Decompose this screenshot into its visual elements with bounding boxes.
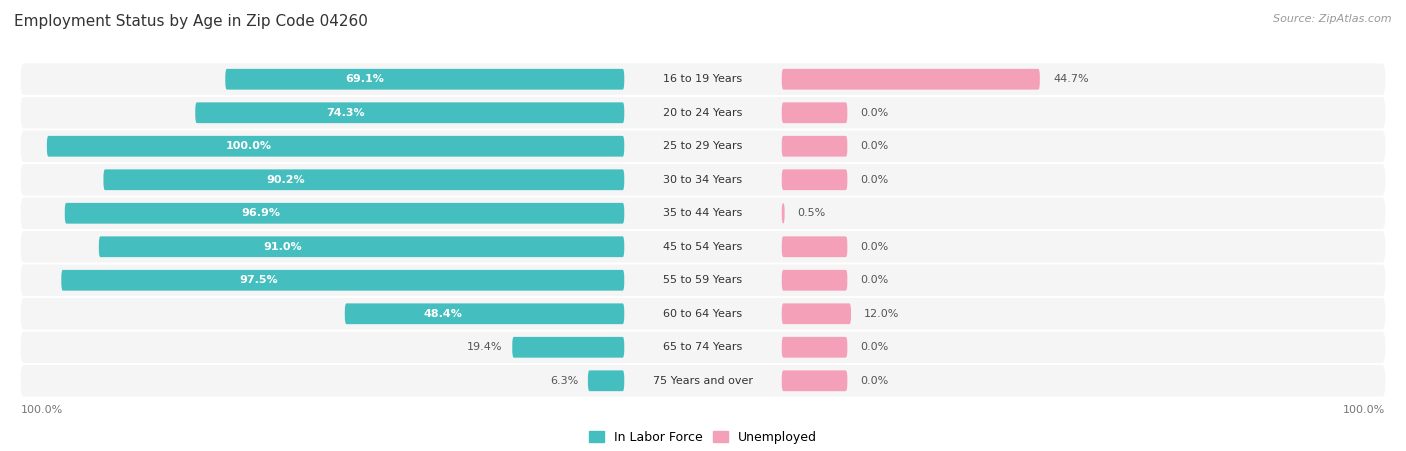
FancyBboxPatch shape <box>782 102 848 123</box>
Text: 69.1%: 69.1% <box>346 74 384 84</box>
FancyBboxPatch shape <box>782 304 851 324</box>
Text: 6.3%: 6.3% <box>550 376 578 386</box>
FancyBboxPatch shape <box>21 64 1385 95</box>
Text: 0.5%: 0.5% <box>797 208 825 218</box>
FancyBboxPatch shape <box>98 236 624 257</box>
Text: 75 Years and over: 75 Years and over <box>652 376 754 386</box>
Text: 44.7%: 44.7% <box>1053 74 1088 84</box>
Text: Employment Status by Age in Zip Code 04260: Employment Status by Age in Zip Code 042… <box>14 14 368 28</box>
Text: 25 to 29 Years: 25 to 29 Years <box>664 141 742 151</box>
FancyBboxPatch shape <box>782 170 848 190</box>
Text: 12.0%: 12.0% <box>865 309 900 319</box>
FancyBboxPatch shape <box>782 136 848 156</box>
FancyBboxPatch shape <box>21 265 1385 296</box>
Text: 100.0%: 100.0% <box>21 405 63 415</box>
Legend: In Labor Force, Unemployed: In Labor Force, Unemployed <box>583 426 823 449</box>
FancyBboxPatch shape <box>46 136 624 156</box>
FancyBboxPatch shape <box>21 231 1385 262</box>
Text: 96.9%: 96.9% <box>240 208 280 218</box>
FancyBboxPatch shape <box>512 337 624 358</box>
Text: 90.2%: 90.2% <box>266 175 305 185</box>
Text: 0.0%: 0.0% <box>860 175 889 185</box>
FancyBboxPatch shape <box>21 365 1385 396</box>
Text: 0.0%: 0.0% <box>860 275 889 285</box>
Text: 74.3%: 74.3% <box>326 108 364 118</box>
Text: 0.0%: 0.0% <box>860 242 889 252</box>
Text: Source: ZipAtlas.com: Source: ZipAtlas.com <box>1274 14 1392 23</box>
FancyBboxPatch shape <box>62 270 624 290</box>
Text: 20 to 24 Years: 20 to 24 Years <box>664 108 742 118</box>
FancyBboxPatch shape <box>782 236 848 257</box>
FancyBboxPatch shape <box>21 97 1385 129</box>
FancyBboxPatch shape <box>21 331 1385 363</box>
FancyBboxPatch shape <box>21 164 1385 195</box>
FancyBboxPatch shape <box>344 304 624 324</box>
FancyBboxPatch shape <box>225 69 624 90</box>
Text: 60 to 64 Years: 60 to 64 Years <box>664 309 742 319</box>
Text: 65 to 74 Years: 65 to 74 Years <box>664 342 742 352</box>
FancyBboxPatch shape <box>782 69 1040 90</box>
Text: 55 to 59 Years: 55 to 59 Years <box>664 275 742 285</box>
Text: 35 to 44 Years: 35 to 44 Years <box>664 208 742 218</box>
Text: 19.4%: 19.4% <box>467 342 502 352</box>
Text: 0.0%: 0.0% <box>860 141 889 151</box>
FancyBboxPatch shape <box>195 102 624 123</box>
Text: 100.0%: 100.0% <box>226 141 271 151</box>
Text: 0.0%: 0.0% <box>860 342 889 352</box>
FancyBboxPatch shape <box>782 270 848 290</box>
Text: 30 to 34 Years: 30 to 34 Years <box>664 175 742 185</box>
Text: 100.0%: 100.0% <box>1343 405 1385 415</box>
Text: 48.4%: 48.4% <box>423 309 463 319</box>
Text: 97.5%: 97.5% <box>239 275 277 285</box>
FancyBboxPatch shape <box>104 170 624 190</box>
Text: 0.0%: 0.0% <box>860 376 889 386</box>
Text: 0.0%: 0.0% <box>860 108 889 118</box>
FancyBboxPatch shape <box>782 337 848 358</box>
FancyBboxPatch shape <box>21 298 1385 330</box>
FancyBboxPatch shape <box>782 203 785 224</box>
FancyBboxPatch shape <box>65 203 624 224</box>
FancyBboxPatch shape <box>782 370 848 391</box>
FancyBboxPatch shape <box>21 130 1385 162</box>
Text: 91.0%: 91.0% <box>263 242 302 252</box>
FancyBboxPatch shape <box>21 198 1385 229</box>
FancyBboxPatch shape <box>588 370 624 391</box>
Text: 45 to 54 Years: 45 to 54 Years <box>664 242 742 252</box>
Text: 16 to 19 Years: 16 to 19 Years <box>664 74 742 84</box>
